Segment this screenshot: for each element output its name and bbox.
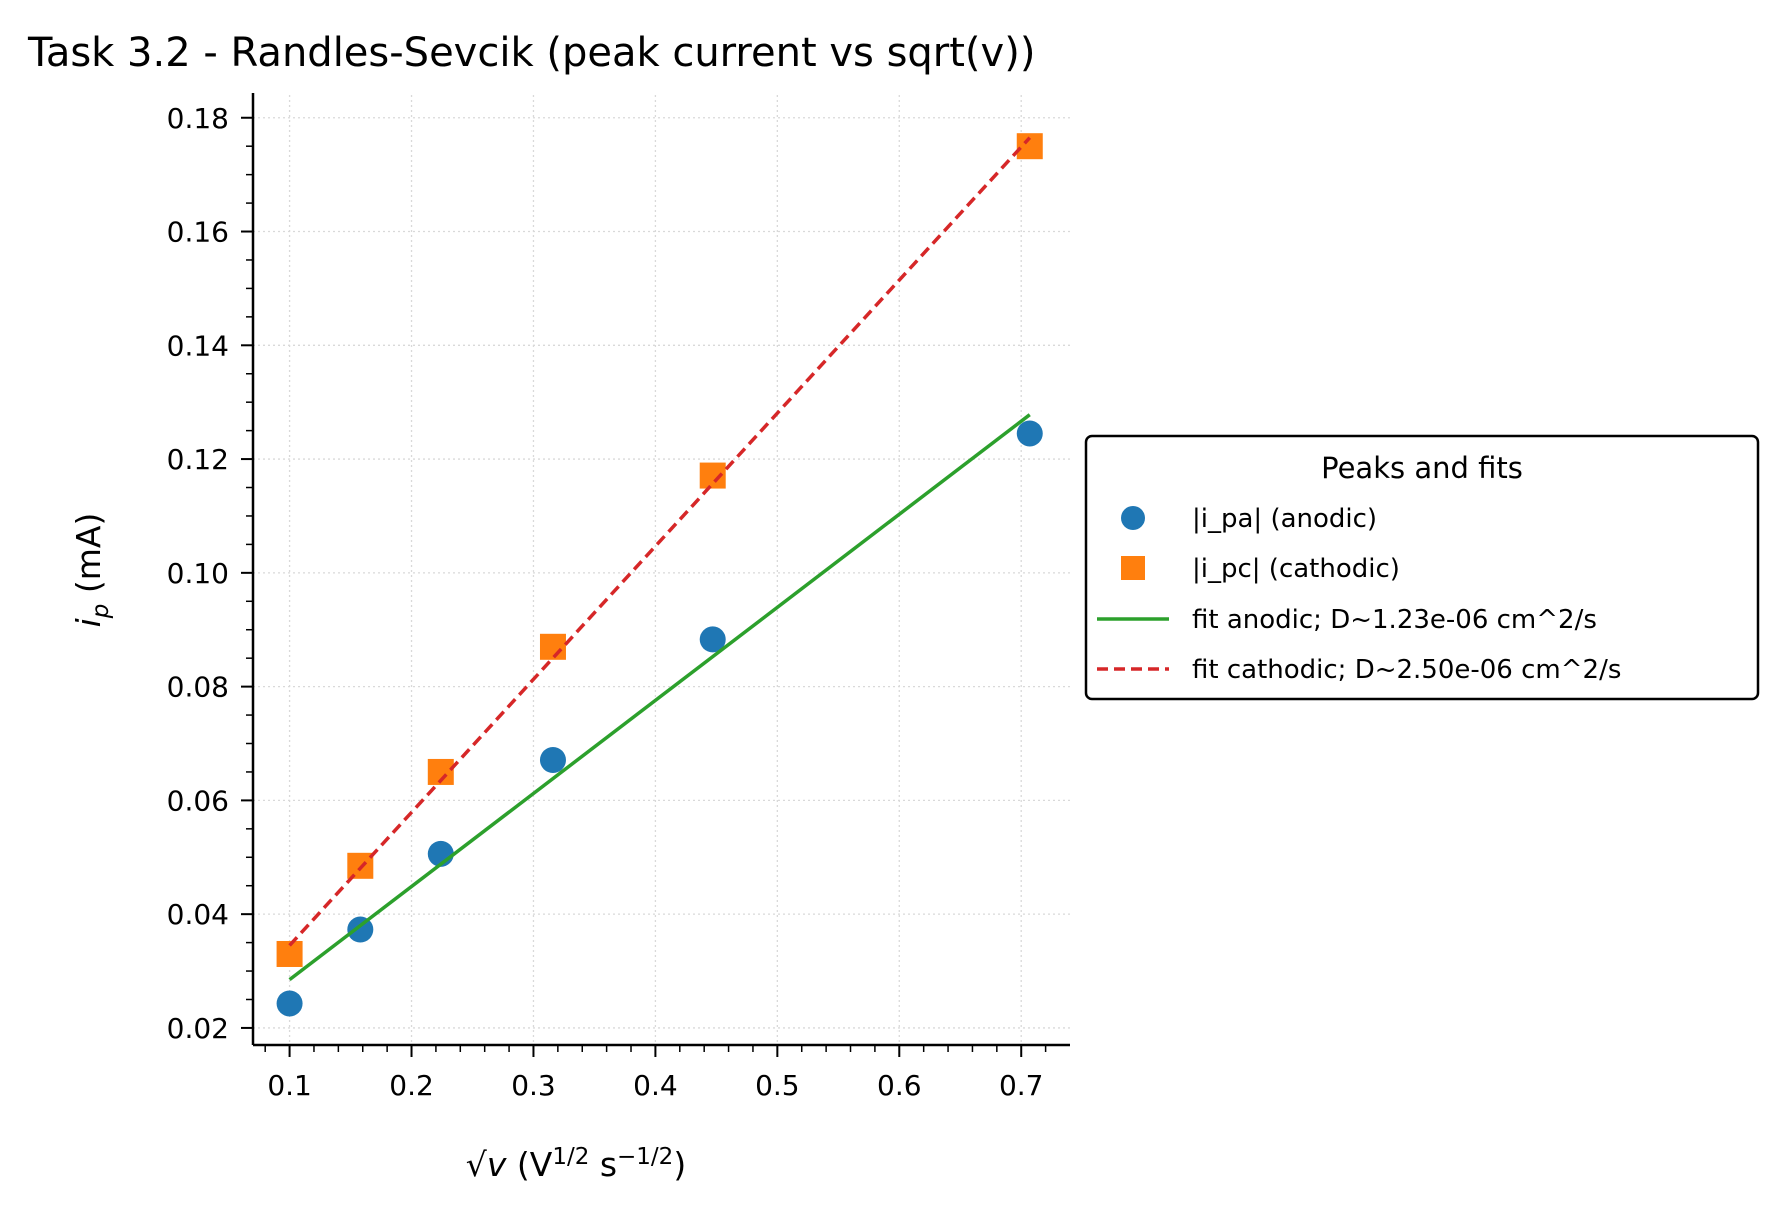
- anodic-peak-point: [1016, 420, 1043, 447]
- y-tick-label: 0.02: [167, 1012, 229, 1045]
- x-axis-label-close: ): [673, 1145, 686, 1184]
- x-tick-label: 0.1: [267, 1069, 312, 1102]
- grid: [253, 95, 1070, 1045]
- fit-line-cathodic: [288, 136, 1032, 947]
- x-axis-label-var: v: [487, 1145, 507, 1184]
- legend: Peaks and fits |i_pa| (anodic) |i_pc| (c…: [1084, 434, 1760, 701]
- x-tick-label: 0.5: [755, 1069, 800, 1102]
- legend-marker-anodic: [1121, 506, 1145, 530]
- legend-label-fit-anodic: fit anodic; D~1.23e-06 cm^2/s: [1192, 605, 1597, 635]
- legend-box: [1084, 434, 1760, 701]
- y-tick-label: 0.10: [167, 557, 229, 590]
- x-axis-label-root: √: [466, 1145, 488, 1184]
- y-tick-label: 0.18: [167, 102, 229, 135]
- anodic-peak-point: [699, 626, 726, 653]
- y-axis-label-unit: (mA): [69, 513, 108, 604]
- y-tick-label: 0.12: [167, 443, 229, 476]
- x-axis-label: √v (V1/2 s−1/2): [466, 1144, 686, 1184]
- x-axis-label-unit: (V: [506, 1145, 552, 1184]
- y-tick-label: 0.06: [167, 784, 229, 817]
- y-tick-label: 0.08: [167, 671, 229, 704]
- legend-label-fit-cathodic: fit cathodic; D~2.50e-06 cm^2/s: [1192, 655, 1621, 685]
- fit-lines: [288, 136, 1032, 981]
- x-tick-label: 0.4: [633, 1069, 678, 1102]
- y-tick-label: 0.16: [167, 216, 229, 249]
- y-axis-label-sub: p: [88, 604, 114, 620]
- x-tick-label: 0.3: [511, 1069, 556, 1102]
- anodic-peak-point: [276, 990, 303, 1017]
- x-tick-label: 0.7: [999, 1069, 1044, 1102]
- legend-label-cathodic: |i_pc| (cathodic): [1192, 554, 1400, 584]
- y-axis-label: ip (mA): [69, 513, 114, 628]
- legend-marker-cathodic: [1121, 556, 1145, 580]
- y-tick-label: 0.04: [167, 898, 229, 931]
- anodic-peak-point: [539, 747, 566, 773]
- x-tick-label: 0.6: [877, 1069, 922, 1102]
- legend-title: Peaks and fits: [1321, 451, 1523, 485]
- y-axis-label-var: i: [69, 618, 108, 627]
- fit-line-anodic: [288, 413, 1031, 981]
- legend-label-anodic: |i_pa| (anodic): [1192, 504, 1377, 534]
- y-tick-label: 0.14: [167, 329, 229, 362]
- axes: 0.1 0.2 0.3 0.4 0.5 0.6 0.7 0.02 0.04 0.06 0.08 0.1…: [167, 93, 1070, 1102]
- chart-title: Task 3.2 - Randles-Sevcik (peak current …: [27, 30, 1035, 76]
- x-axis-label-unit2: s: [589, 1145, 617, 1184]
- x-axis-label-exp1: 1/2: [552, 1144, 589, 1170]
- x-tick-label: 0.2: [389, 1069, 434, 1102]
- cathodic-peak-point: [1016, 133, 1043, 160]
- x-axis-label-exp2: −1/2: [617, 1144, 673, 1170]
- anodic-peak-point: [347, 916, 374, 943]
